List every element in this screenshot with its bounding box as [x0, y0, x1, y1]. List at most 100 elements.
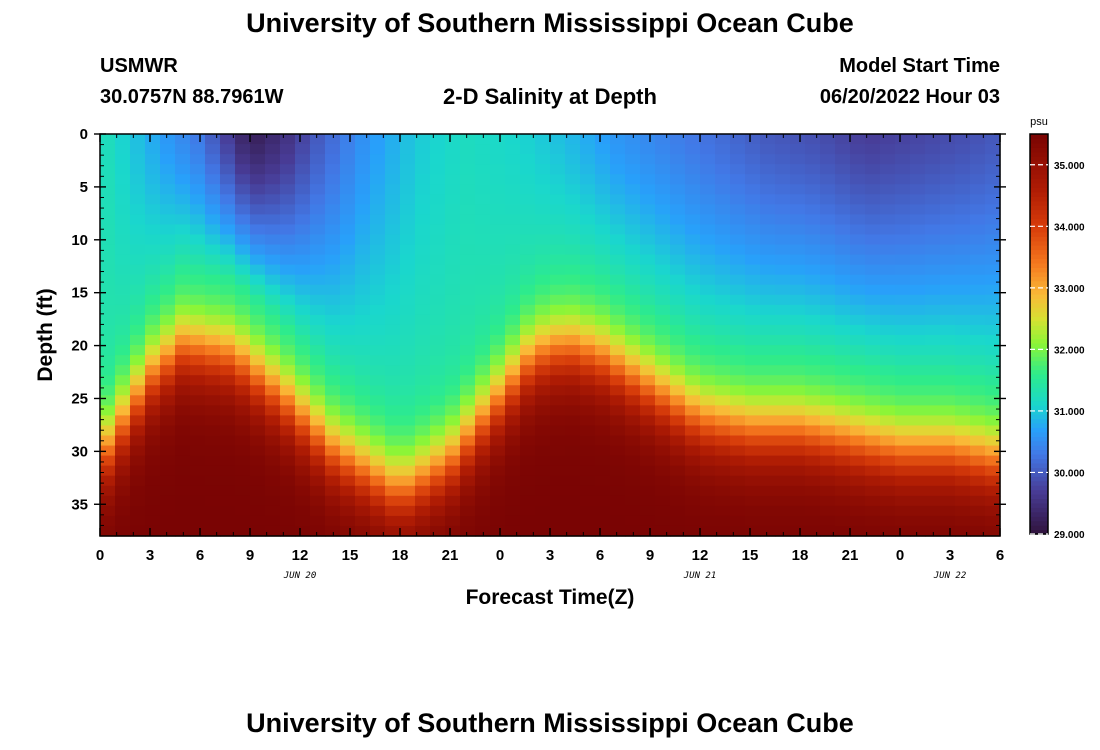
heatmap-cell [490, 335, 506, 346]
heatmap-cell [835, 154, 851, 165]
heatmap-cell [985, 134, 1001, 145]
heatmap-cell [880, 355, 896, 366]
heatmap-cell [280, 485, 296, 497]
heatmap-cell [865, 485, 881, 497]
colorbar-segment [1030, 454, 1048, 460]
heatmap-cell [355, 224, 371, 236]
heatmap-cell [250, 445, 266, 457]
heatmap-cell [580, 405, 596, 416]
colorbar-segment [1030, 427, 1048, 433]
y-tick-label: 20 [71, 338, 88, 355]
heatmap-cell [670, 144, 686, 155]
heatmap-cell [940, 345, 956, 356]
heatmap-cell [280, 264, 296, 276]
heatmap-cell [130, 415, 146, 427]
heatmap-cell [865, 515, 881, 527]
heatmap-cell [250, 455, 266, 467]
heatmap-cell [100, 525, 116, 537]
heatmap-cell [835, 455, 851, 467]
heatmap-cell [325, 365, 341, 376]
heatmap-cell [925, 505, 941, 517]
heatmap-cell [235, 134, 251, 145]
heatmap-cell [520, 164, 536, 175]
heatmap-cell [700, 304, 716, 316]
heatmap-cell [295, 425, 311, 437]
heatmap-cell [670, 244, 686, 256]
heatmap-cell [910, 335, 926, 346]
heatmap-cell [205, 355, 221, 366]
heatmap-cell [325, 435, 341, 447]
heatmap-cell [355, 144, 371, 155]
x-tick-label: 3 [546, 547, 554, 564]
heatmap-cell [325, 335, 341, 346]
heatmap-cell [520, 415, 536, 427]
heatmap-cell [970, 355, 986, 366]
heatmap-cell [775, 525, 791, 537]
heatmap-cell [160, 204, 176, 215]
heatmap-cell [505, 224, 521, 236]
date-label: JUN 20 [283, 571, 317, 581]
heatmap-cell [715, 274, 731, 286]
heatmap-cell [865, 164, 881, 175]
heatmap-cell [655, 435, 671, 447]
heatmap-cell [130, 194, 146, 205]
heatmap-cell [880, 345, 896, 356]
heatmap-cell [130, 385, 146, 396]
heatmap-cell [880, 134, 896, 145]
heatmap-cell [655, 405, 671, 416]
heatmap-cell [565, 525, 581, 537]
heatmap-cell [835, 335, 851, 346]
heatmap-cell [160, 445, 176, 457]
heatmap-cell [415, 355, 431, 366]
heatmap-cell [505, 385, 521, 396]
heatmap-cell [235, 385, 251, 396]
heatmap-cell [205, 505, 221, 517]
heatmap-cell [490, 224, 506, 236]
heatmap-cell [520, 375, 536, 386]
heatmap-cell [370, 244, 386, 256]
heatmap-cell [730, 435, 746, 447]
heatmap-cell [265, 254, 281, 266]
heatmap-cell [325, 184, 341, 195]
heatmap-cell [955, 314, 971, 326]
heatmap-cell [685, 385, 701, 396]
heatmap-cell [565, 284, 581, 296]
heatmap-cell [745, 445, 761, 457]
heatmap-cell [295, 184, 311, 195]
colorbar-segment [1030, 511, 1048, 517]
heatmap-cell [385, 355, 401, 366]
heatmap-cell [535, 174, 551, 185]
heatmap-cell [460, 465, 476, 477]
heatmap-cell [445, 314, 461, 326]
heatmap-cell [985, 355, 1001, 366]
heatmap-cell [160, 134, 176, 145]
heatmap-cell [880, 284, 896, 296]
heatmap-cell [955, 435, 971, 447]
heatmap-cell [490, 194, 506, 205]
heatmap-cell [475, 254, 491, 266]
heatmap-cell [970, 214, 986, 226]
heatmap-cell [655, 395, 671, 406]
heatmap-cell [415, 184, 431, 195]
heatmap-cell [955, 304, 971, 316]
heatmap-cell [265, 385, 281, 396]
heatmap-cell [385, 284, 401, 296]
heatmap-cell [775, 335, 791, 346]
heatmap-cell [490, 495, 506, 507]
heatmap-cell [295, 134, 311, 145]
heatmap-cell [580, 134, 596, 145]
heatmap-cell [265, 465, 281, 477]
colorbar-segment [1030, 200, 1048, 206]
heatmap-cell [130, 355, 146, 366]
heatmap-cell [775, 385, 791, 396]
heatmap-cell [235, 204, 251, 215]
colorbar-segment [1030, 422, 1048, 428]
heatmap-cell [115, 515, 131, 527]
heatmap-cell [430, 515, 446, 527]
heatmap-cell [250, 284, 266, 296]
heatmap-cell [805, 345, 821, 356]
heatmap-cell [325, 455, 341, 467]
heatmap-cell [115, 324, 131, 336]
heatmap-cell [460, 184, 476, 195]
